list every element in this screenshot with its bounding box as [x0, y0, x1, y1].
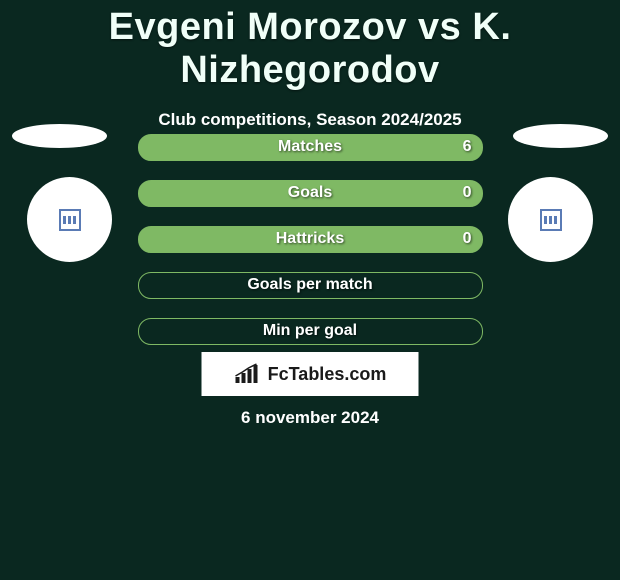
stat-row: Hattricks 0	[0, 216, 620, 262]
logo-text: FcTables.com	[268, 364, 387, 385]
stat-bar-matches: Matches 6	[138, 134, 483, 161]
stat-value-right: 0	[463, 230, 472, 248]
stat-bar-goals: Goals 0	[138, 180, 483, 207]
stat-value-right: 6	[463, 138, 472, 156]
stat-label: Goals per match	[247, 276, 372, 294]
stat-row: Goals 0	[0, 170, 620, 216]
stat-bar-gpm: Goals per match	[138, 272, 483, 299]
stat-rows: Matches 6 Goals 0 Hattricks 0 Goals per …	[0, 124, 620, 354]
stat-row: Matches 6	[0, 124, 620, 170]
stat-row: Goals per match	[0, 262, 620, 308]
stat-label: Hattricks	[276, 230, 344, 248]
page-title: Evgeni Morozov vs K. Nizhegorodov	[0, 0, 620, 92]
stat-bar-mpg: Min per goal	[138, 318, 483, 345]
stat-row: Min per goal	[0, 308, 620, 354]
bars-icon	[234, 363, 262, 385]
stat-value-right: 0	[463, 184, 472, 202]
fctables-logo: FcTables.com	[202, 352, 419, 396]
stat-label: Min per goal	[263, 322, 357, 340]
stat-label: Goals	[288, 184, 332, 202]
stat-label: Matches	[278, 138, 342, 156]
stat-bar-hattricks: Hattricks 0	[138, 226, 483, 253]
date-text: 6 november 2024	[0, 408, 620, 428]
